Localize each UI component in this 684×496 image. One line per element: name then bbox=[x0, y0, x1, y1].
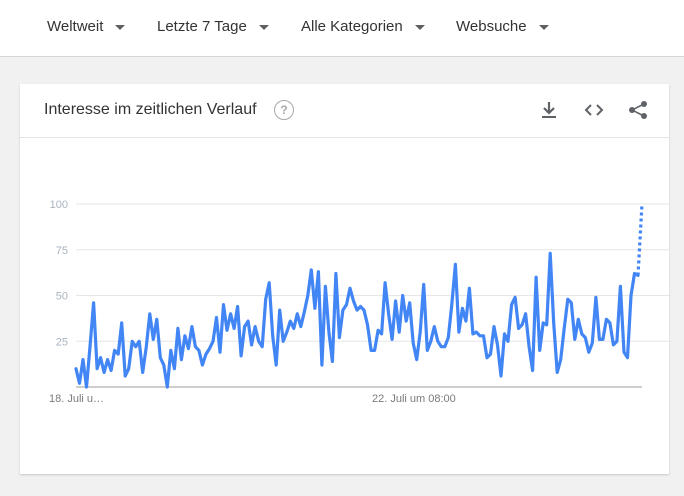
location-filter[interactable]: Weltweit bbox=[47, 0, 126, 52]
chevron-down-icon bbox=[538, 24, 549, 30]
chevron-down-icon bbox=[258, 24, 269, 30]
location-filter-label: Weltweit bbox=[47, 17, 104, 35]
share-icon[interactable] bbox=[627, 99, 649, 121]
series-line bbox=[74, 251, 640, 389]
search-type-filter[interactable]: Websuche bbox=[456, 0, 549, 52]
search-type-filter-label: Websuche bbox=[456, 17, 527, 35]
partial-data-line bbox=[636, 203, 644, 276]
help-circle-icon[interactable]: ? bbox=[274, 100, 294, 120]
filter-bar: Weltweit Letzte 7 Tage Alle Kategorien W… bbox=[0, 0, 684, 57]
y-tick-label: 50 bbox=[56, 291, 68, 303]
line-chart: 25 50 75 100 18. Juli u… 22. Juli um 08:00 bbox=[49, 199, 670, 405]
card-title: Interesse im zeitlichen Verlauf bbox=[44, 101, 257, 118]
download-icon[interactable] bbox=[538, 99, 560, 121]
y-tick-label: 25 bbox=[56, 336, 68, 348]
embed-code-icon[interactable] bbox=[583, 99, 605, 121]
x-tick-label: 22. Juli um 08:00 bbox=[372, 393, 456, 405]
chevron-down-icon bbox=[115, 24, 126, 30]
category-filter-label: Alle Kategorien bbox=[301, 17, 403, 35]
time-range-filter-label: Letzte 7 Tage bbox=[157, 17, 247, 35]
chevron-down-icon bbox=[414, 24, 425, 30]
y-tick-label: 100 bbox=[50, 199, 68, 211]
card-header: Interesse im zeitlichen Verlauf ? bbox=[20, 84, 669, 138]
category-filter[interactable]: Alle Kategorien bbox=[301, 0, 425, 52]
time-range-filter[interactable]: Letzte 7 Tage bbox=[157, 0, 269, 52]
y-tick-label: 75 bbox=[56, 245, 68, 257]
x-tick-label: 18. Juli u… bbox=[49, 393, 104, 405]
interest-over-time-card: Interesse im zeitlichen Verlauf ? bbox=[20, 84, 670, 474]
interest-chart: 25 50 75 100 18. Juli u… 22. Juli um 08:00 bbox=[20, 138, 670, 468]
